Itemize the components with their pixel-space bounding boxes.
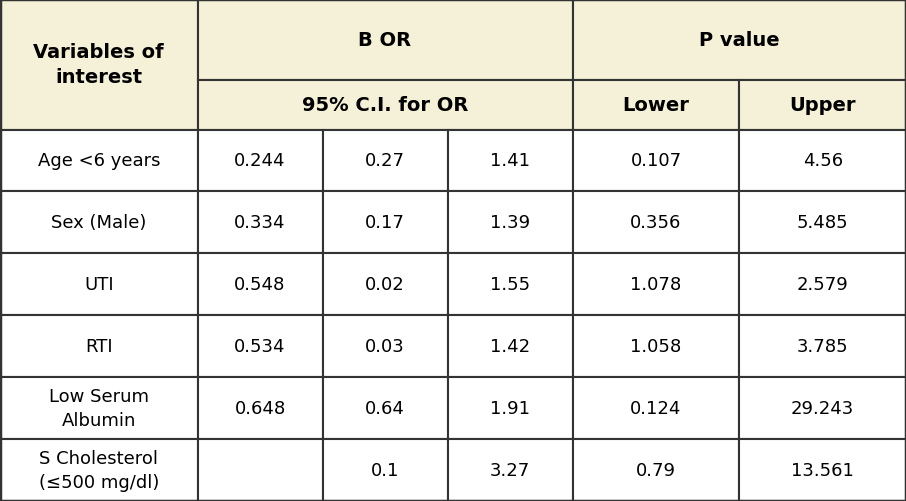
Bar bbox=[448, 439, 573, 501]
Text: 0.356: 0.356 bbox=[631, 214, 681, 232]
Text: Upper: Upper bbox=[789, 96, 856, 115]
Bar bbox=[0, 439, 198, 501]
Bar bbox=[198, 130, 323, 192]
Text: 5.485: 5.485 bbox=[797, 214, 848, 232]
Text: 95% C.I. for OR: 95% C.I. for OR bbox=[302, 96, 468, 115]
Text: 29.243: 29.243 bbox=[791, 399, 854, 417]
Bar bbox=[323, 254, 448, 316]
Bar bbox=[739, 377, 906, 439]
Bar bbox=[739, 439, 906, 501]
Bar bbox=[323, 439, 448, 501]
Text: 4.56: 4.56 bbox=[803, 152, 843, 170]
Text: 0.64: 0.64 bbox=[365, 399, 405, 417]
Bar bbox=[0, 130, 198, 192]
Bar bbox=[198, 439, 323, 501]
Bar bbox=[573, 0, 906, 81]
Bar bbox=[448, 377, 573, 439]
Text: 0.107: 0.107 bbox=[631, 152, 681, 170]
Bar bbox=[0, 316, 198, 377]
Bar bbox=[573, 316, 739, 377]
Text: 0.02: 0.02 bbox=[365, 276, 405, 294]
Text: Age <6 years: Age <6 years bbox=[37, 152, 160, 170]
Text: S Cholesterol
(≤500 mg/dl): S Cholesterol (≤500 mg/dl) bbox=[39, 449, 159, 491]
Text: 1.41: 1.41 bbox=[490, 152, 530, 170]
Text: Variables of
interest: Variables of interest bbox=[34, 43, 164, 87]
Bar bbox=[739, 254, 906, 316]
Bar bbox=[0, 254, 198, 316]
Text: 0.79: 0.79 bbox=[636, 461, 676, 479]
Text: 0.1: 0.1 bbox=[371, 461, 400, 479]
Text: 0.534: 0.534 bbox=[235, 338, 285, 356]
Bar bbox=[739, 81, 906, 130]
Text: 3.27: 3.27 bbox=[490, 461, 530, 479]
Bar bbox=[198, 377, 323, 439]
Text: 0.548: 0.548 bbox=[235, 276, 285, 294]
Bar bbox=[198, 0, 573, 81]
Bar bbox=[739, 130, 906, 192]
Bar bbox=[448, 130, 573, 192]
Text: 1.058: 1.058 bbox=[631, 338, 681, 356]
Text: UTI: UTI bbox=[84, 276, 113, 294]
Bar bbox=[573, 439, 739, 501]
Text: 1.39: 1.39 bbox=[490, 214, 530, 232]
Bar bbox=[573, 130, 739, 192]
Text: 1.42: 1.42 bbox=[490, 338, 530, 356]
Text: 3.785: 3.785 bbox=[797, 338, 848, 356]
Bar bbox=[198, 316, 323, 377]
Text: 1.078: 1.078 bbox=[631, 276, 681, 294]
Bar bbox=[198, 81, 573, 130]
Bar bbox=[0, 377, 198, 439]
Text: 0.648: 0.648 bbox=[235, 399, 285, 417]
Text: 0.17: 0.17 bbox=[365, 214, 405, 232]
Bar bbox=[323, 316, 448, 377]
Text: Sex (Male): Sex (Male) bbox=[51, 214, 147, 232]
Text: B OR: B OR bbox=[359, 31, 411, 50]
Text: 1.55: 1.55 bbox=[490, 276, 530, 294]
Bar bbox=[0, 0, 198, 130]
Bar bbox=[323, 130, 448, 192]
Bar bbox=[573, 377, 739, 439]
Text: 0.244: 0.244 bbox=[235, 152, 285, 170]
Bar bbox=[739, 316, 906, 377]
Bar bbox=[323, 192, 448, 254]
Text: P value: P value bbox=[699, 31, 779, 50]
Bar bbox=[198, 254, 323, 316]
Text: RTI: RTI bbox=[85, 338, 112, 356]
Text: 1.91: 1.91 bbox=[490, 399, 530, 417]
Bar bbox=[573, 81, 739, 130]
Bar bbox=[573, 254, 739, 316]
Bar bbox=[573, 192, 739, 254]
Text: 0.27: 0.27 bbox=[365, 152, 405, 170]
Text: 0.03: 0.03 bbox=[365, 338, 405, 356]
Text: Lower: Lower bbox=[622, 96, 689, 115]
Text: 0.124: 0.124 bbox=[631, 399, 681, 417]
Bar bbox=[739, 192, 906, 254]
Text: 0.334: 0.334 bbox=[235, 214, 285, 232]
Text: 13.561: 13.561 bbox=[791, 461, 854, 479]
Bar bbox=[448, 254, 573, 316]
Text: 2.579: 2.579 bbox=[796, 276, 849, 294]
Bar bbox=[198, 192, 323, 254]
Bar bbox=[323, 377, 448, 439]
Text: Low Serum
Albumin: Low Serum Albumin bbox=[49, 388, 149, 429]
Bar bbox=[0, 192, 198, 254]
Bar bbox=[448, 192, 573, 254]
Bar bbox=[448, 316, 573, 377]
